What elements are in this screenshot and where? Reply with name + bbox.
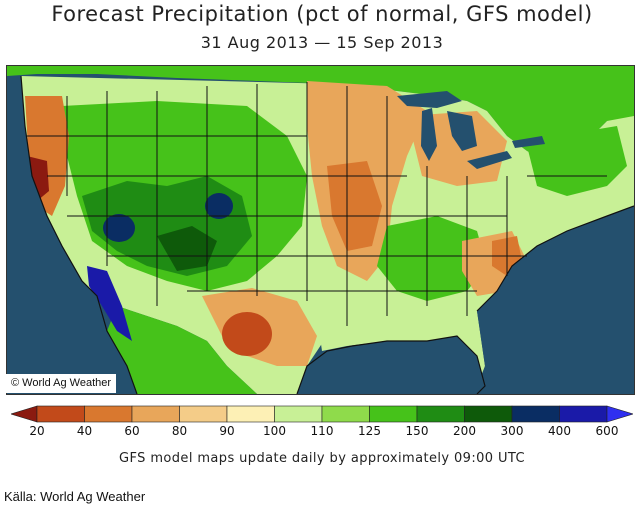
state-boundaries (27, 82, 607, 326)
region-dryer-plains-core (327, 161, 382, 251)
canada-land (7, 66, 634, 161)
map-canvas (7, 66, 634, 394)
legend-tick-label: 400 (548, 424, 571, 438)
precipitation-map (6, 65, 635, 395)
lake-superior (397, 91, 462, 108)
page-title: Forecast Precipitation (pct of normal, G… (51, 2, 593, 26)
source-credit: Källa: World Ag Weather (4, 489, 146, 504)
legend-color-bar (11, 405, 633, 423)
legend-tick-label: 90 (219, 424, 235, 438)
legend-tick-label: 60 (124, 424, 140, 438)
legend-swatch (559, 405, 608, 423)
mexico-land (107, 306, 257, 394)
legend-tick-label: 40 (76, 424, 93, 438)
region-blue-wyoming (205, 193, 233, 219)
legend-swatch (321, 405, 370, 423)
legend-tick-label: 125 (358, 424, 381, 438)
legend-swatch (84, 405, 133, 423)
legend-swatch (179, 405, 228, 423)
legend-swatch (274, 405, 323, 423)
legend-tick-label: 80 (171, 424, 188, 438)
date-range-subtitle: 31 Aug 2013 — 15 Sep 2013 (200, 33, 444, 52)
legend-tick-label: 200 (453, 424, 476, 438)
legend-swatch (511, 405, 560, 423)
legend-swatch (131, 405, 180, 423)
legend-arrow-left (11, 405, 38, 423)
lake-ontario (512, 136, 545, 148)
legend-swatch (36, 405, 85, 423)
lake-erie (467, 151, 512, 169)
region-gulf-coast (317, 306, 457, 351)
atlantic-ocean (477, 206, 634, 394)
pacific-ocean (7, 76, 137, 394)
lake-huron (447, 111, 477, 151)
legend-tick-label: 300 (500, 424, 524, 438)
legend-swatch (464, 405, 513, 423)
legend-arrow-right (606, 405, 633, 423)
legend-tick-label: 150 (405, 424, 429, 438)
legend-tick-label: 100 (263, 424, 286, 438)
map-copyright: © World Ag Weather (6, 374, 117, 393)
legend-swatch (416, 405, 465, 423)
region-northeast-green (527, 126, 627, 196)
color-legend: 20 40 60 80 90 100 110 125 150 200 300 400 600 (0, 402, 644, 444)
legend-tick-label: 20 (29, 424, 45, 438)
region-darker-green-utah (157, 226, 217, 271)
legend-swatch (369, 405, 418, 423)
region-blue-socal (87, 266, 132, 341)
lake-michigan (421, 108, 437, 161)
legend-tick-label: 110 (310, 424, 334, 438)
update-footnote: GFS model maps update daily by approxima… (119, 451, 525, 466)
region-southeast-green (377, 216, 487, 301)
coastline (20, 75, 634, 394)
gulf-of-mexico (297, 336, 485, 394)
region-very-dry-texas (222, 312, 272, 356)
region-blue-nevada (103, 214, 135, 242)
legend-swatch (226, 405, 275, 423)
legend-tick-label: 600 (595, 424, 619, 438)
